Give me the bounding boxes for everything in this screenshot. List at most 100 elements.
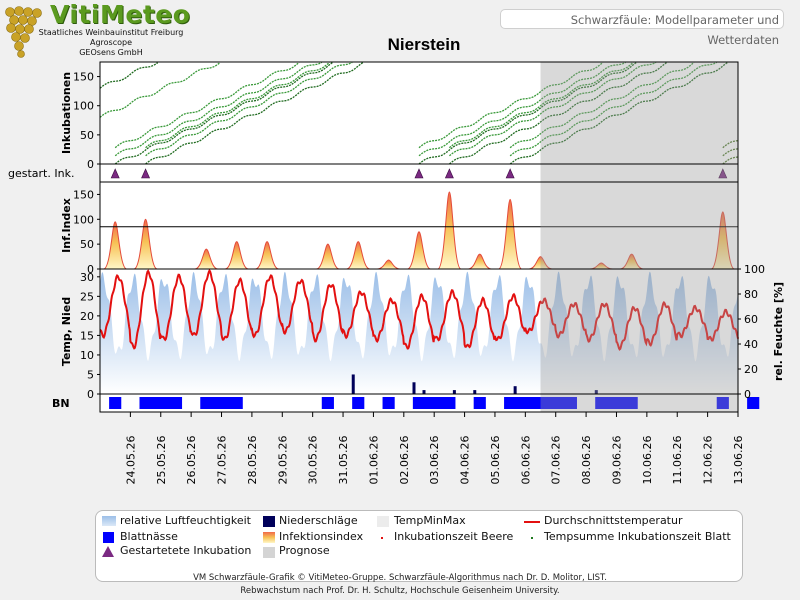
xtick-label: 25.05.26 <box>155 436 168 485</box>
infection-index-peak <box>468 253 492 270</box>
rain-bar <box>412 382 416 394</box>
xtick-label: 10.06.26 <box>641 436 654 485</box>
incubation-line <box>509 61 695 149</box>
leaf-wetness-block <box>534 397 577 409</box>
ytick-label: 100 <box>73 100 94 113</box>
xtick-label: 06.06.26 <box>519 436 532 485</box>
incubation-line <box>722 156 739 165</box>
incubation-line <box>448 61 657 157</box>
forecast-shade <box>540 62 738 412</box>
logo-line-3: GEOsens GmbH <box>79 48 143 57</box>
xtick-label: 12.06.26 <box>702 436 715 485</box>
y-axis-label-started: gestart. Ink. <box>8 167 74 180</box>
ytick-label: 20 <box>80 310 94 323</box>
incubation-line <box>722 148 739 157</box>
footer-line-1: VM Schwarzfäule-Grafik © VitiMeteo-Grupp… <box>193 573 607 583</box>
infection-index-peak <box>316 243 340 270</box>
ytick-label: 15 <box>80 329 94 342</box>
infection-index-peak <box>103 221 128 270</box>
humidity-area <box>100 271 738 394</box>
xtick-label: 07.06.26 <box>550 436 563 485</box>
leaf-wetness-block <box>595 397 638 409</box>
legend-leaf-dot-icon <box>531 537 533 539</box>
leaf-wetness-block <box>169 397 183 409</box>
incubation-line <box>145 61 353 157</box>
rain-bar <box>594 390 598 394</box>
incubation-line <box>509 62 728 165</box>
logo-line-2: Agroscope <box>89 38 133 47</box>
y-axis-label-incubation: Inkubationen <box>60 72 73 154</box>
ytick-label: 0 <box>87 388 94 401</box>
infection-index-peak <box>133 218 158 270</box>
ytick-label: 50 <box>80 238 94 251</box>
infection-index-peak <box>407 231 431 270</box>
y2tick-label: 100 <box>744 263 765 276</box>
y-axis-label-temp: Temp, Nied <box>60 297 73 366</box>
incubation-line <box>145 61 330 149</box>
incubation-line <box>145 62 364 165</box>
ytick-label: 0 <box>87 263 94 276</box>
legend-rain-swatch <box>263 516 275 527</box>
infection-index-peak <box>589 262 613 270</box>
infection-index-peak <box>498 198 523 270</box>
y2tick-label: 40 <box>744 338 758 351</box>
incubation-line <box>418 61 626 157</box>
xtick-label: 29.05.26 <box>276 436 289 485</box>
ytick-label: 50 <box>80 129 94 142</box>
leaf-wetness-block <box>412 397 456 409</box>
infection-index-peak <box>710 211 735 270</box>
xtick-label: 24.05.26 <box>124 436 137 485</box>
legend-label-leaf: Tempsumme Inkubationszeit Blatt <box>544 530 731 543</box>
xtick-label: 13.06.26 <box>732 436 745 485</box>
incubation-line <box>99 62 221 118</box>
chart-title: Nierstein <box>387 35 461 54</box>
ytick-label: 150 <box>73 188 94 201</box>
logo-line-1: Staatliches Weinbauinstitut Freiburg <box>38 28 184 37</box>
xtick-label: 08.06.26 <box>580 436 593 485</box>
legend-leafwet-swatch <box>103 532 114 543</box>
incubation-line <box>418 61 604 149</box>
infection-index-peak <box>437 191 462 270</box>
y-axis-label-humidity: rel. Feuchte [%] <box>772 282 785 381</box>
triangle-icon <box>444 168 454 179</box>
legend-label-leafwet: Blattnässe <box>120 530 178 543</box>
infection-index-peak <box>528 256 553 270</box>
leaf-wetness-block <box>200 397 243 409</box>
triangle-icon <box>110 168 120 179</box>
rain-bar <box>513 386 517 394</box>
xtick-label: 05.06.26 <box>489 436 502 485</box>
incubation-line <box>418 62 637 165</box>
rain-bar <box>422 390 426 394</box>
xtick-label: 01.06.26 <box>367 436 380 485</box>
legend-label-humidity: relative Luftfeuchtigkeit <box>120 514 251 527</box>
rain-bar <box>452 390 456 394</box>
incubation-line <box>509 61 718 157</box>
infection-index-peak <box>377 259 401 270</box>
legend-label-berry: Inkubationszeit Beere <box>394 530 514 543</box>
legend-label-temp: Durchschnittstemperatur <box>544 514 683 527</box>
triangle-icon <box>414 168 424 179</box>
xtick-label: 09.06.26 <box>610 436 623 485</box>
legend-berry-dot-icon <box>381 537 383 539</box>
y-axis-label-infindex: Inf.Index <box>60 198 73 253</box>
incubation-line <box>114 61 323 157</box>
leaf-wetness-block <box>716 397 729 409</box>
leaf-wetness-block <box>321 397 334 409</box>
ytick-label: 10 <box>80 349 94 362</box>
xtick-label: 31.05.26 <box>337 436 350 485</box>
leaf-wetness-block <box>109 397 122 409</box>
infection-index-peak <box>620 253 644 270</box>
y-axis-label-bn: BN <box>52 397 70 410</box>
leaf-wetness-block <box>382 397 395 409</box>
xtick-label: 02.06.26 <box>398 436 411 485</box>
incubation-line <box>722 140 739 149</box>
xtick-label: 27.05.26 <box>216 436 229 485</box>
panel-frame-4 <box>99 393 739 413</box>
legend-label-tempminmax: TempMinMax <box>394 514 466 527</box>
xtick-label: 26.05.26 <box>185 436 198 485</box>
xtick-label: 30.05.26 <box>307 436 320 485</box>
legend-label-prognose: Prognose <box>279 544 330 557</box>
leaf-wetness-block <box>473 397 486 409</box>
legend-label-infindex: Infektionsindex <box>279 530 364 543</box>
